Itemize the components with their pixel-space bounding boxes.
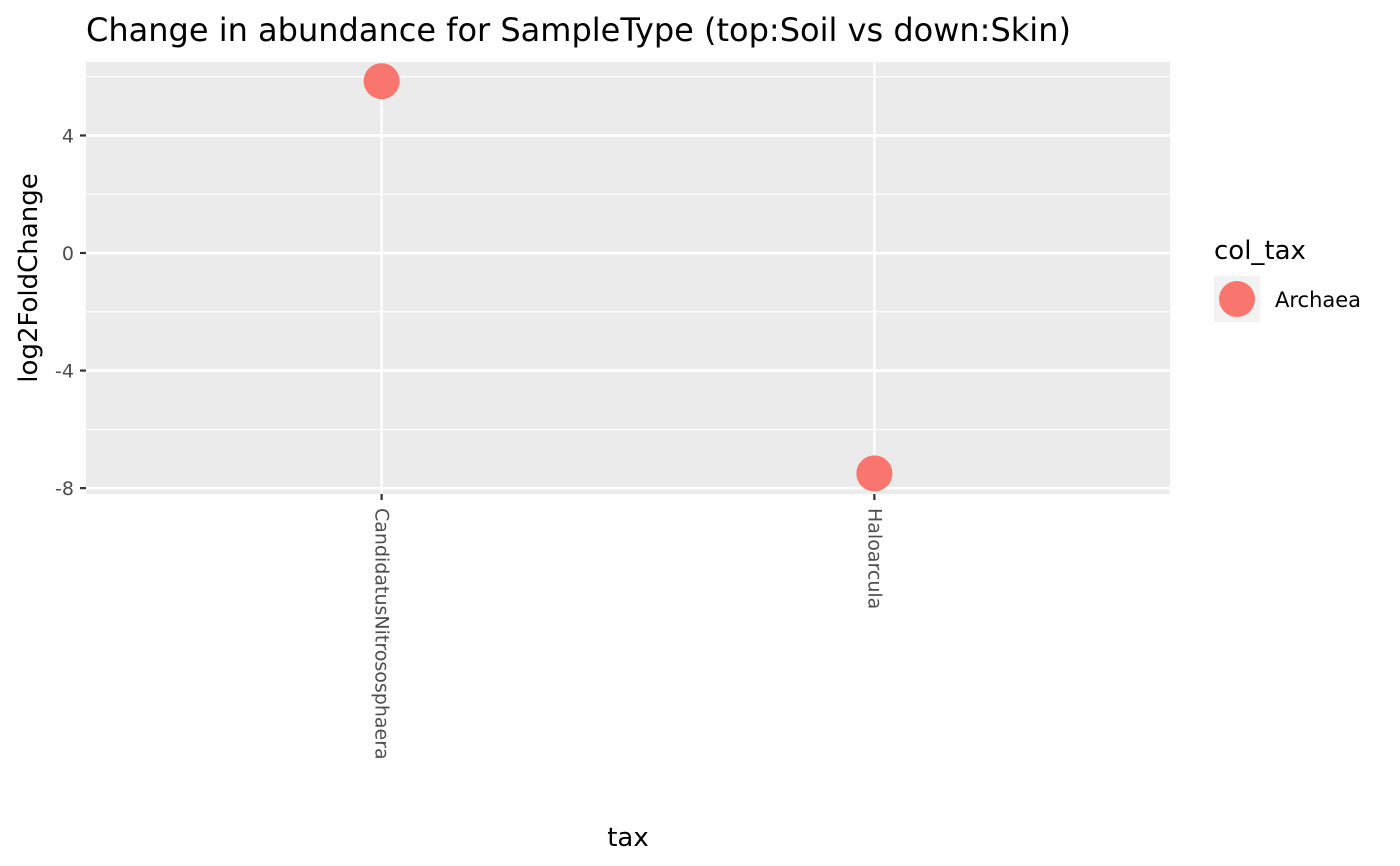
y-tick-label: 0	[62, 243, 74, 265]
data-point	[856, 455, 893, 492]
grid-minor	[86, 76, 1170, 430]
legend: col_tax Archaea	[1214, 236, 1361, 322]
x-tick-label: Haloarcula	[863, 508, 885, 609]
x-axis: CandidatusNitrososphaera Haloarcula	[371, 494, 885, 760]
legend-title: col_tax	[1214, 236, 1306, 266]
y-tick-label: -4	[55, 361, 74, 383]
legend-label-archaea: Archaea	[1275, 288, 1361, 312]
legend-key-archaea	[1219, 281, 1255, 317]
y-axis: -8 -4 0 4	[55, 125, 86, 500]
grid-major	[86, 62, 1170, 494]
y-tick-label: -8	[55, 478, 74, 500]
plot-panel	[86, 62, 1170, 494]
x-tick-label: CandidatusNitrososphaera	[371, 508, 393, 760]
data-points	[363, 63, 893, 492]
y-axis-title: log2FoldChange	[14, 173, 44, 382]
y-tick-label: 4	[62, 125, 74, 147]
chart-title: Change in abundance for SampleType (top:…	[86, 11, 1071, 49]
data-point	[363, 63, 400, 100]
x-axis-title: tax	[607, 823, 649, 853]
